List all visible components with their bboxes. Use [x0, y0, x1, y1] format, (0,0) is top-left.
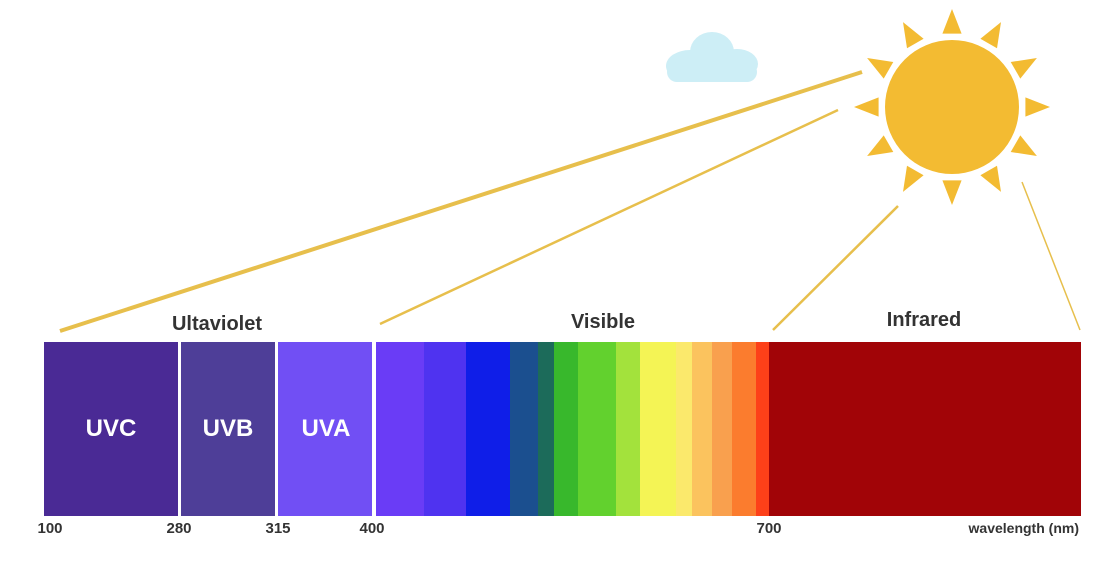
visible-stripe [616, 342, 641, 516]
visible-stripe [732, 342, 757, 516]
visible-stripe [554, 342, 579, 516]
ray-to-infrared-start [772, 205, 899, 331]
tick-label-315: 315 [265, 520, 290, 537]
uvc-band [44, 342, 178, 516]
sun-spike [903, 165, 924, 192]
tick-label-100: 100 [37, 520, 62, 537]
sun-spike [867, 58, 894, 79]
sun-spike [1010, 135, 1037, 156]
sun-spike [903, 22, 924, 49]
sun-spike [980, 22, 1001, 49]
region-label-ultraviolet: Ultaviolet [172, 313, 262, 335]
sun-spike [942, 180, 962, 205]
ray-to-visible [379, 108, 839, 326]
band-label-uvc: UVC [86, 415, 137, 442]
region-label-visible: Visible [571, 311, 635, 333]
sun-spike [854, 97, 879, 117]
band-label-uva: UVA [302, 415, 351, 442]
visible-stripe [510, 342, 539, 516]
tick-label-700: 700 [756, 520, 781, 537]
visible-stripe [466, 342, 511, 516]
band-label-uvb: UVB [203, 415, 254, 442]
sun-icon [854, 9, 1050, 205]
cloud-icon [666, 32, 758, 82]
sun-rays [59, 70, 1081, 333]
tick-label-400: 400 [359, 520, 384, 537]
visible-stripe [538, 342, 555, 516]
visible-stripe [676, 342, 693, 516]
tick-label-280: 280 [166, 520, 191, 537]
sun-spike [867, 135, 894, 156]
sun-spike [942, 9, 962, 34]
sun-spike [1025, 97, 1050, 117]
visible-stripe [712, 342, 733, 516]
spectrum-bar [44, 342, 1081, 516]
visible-stripe [578, 342, 617, 516]
visible-stripe [424, 342, 467, 516]
uvb-band [181, 342, 275, 516]
uva-band [278, 342, 372, 516]
visible-stripe [640, 342, 677, 516]
region-label-infrared: Infrared [887, 309, 961, 331]
infrared-band [769, 342, 1081, 516]
sun-spike [980, 165, 1001, 192]
visible-stripe [376, 342, 425, 516]
sun-spike [1010, 58, 1037, 79]
visible-stripe [692, 342, 713, 516]
ray-to-infrared-end [1021, 181, 1081, 331]
axis-unit-label: wavelength (nm) [968, 520, 1079, 536]
ray-to-ultraviolet [59, 70, 863, 333]
